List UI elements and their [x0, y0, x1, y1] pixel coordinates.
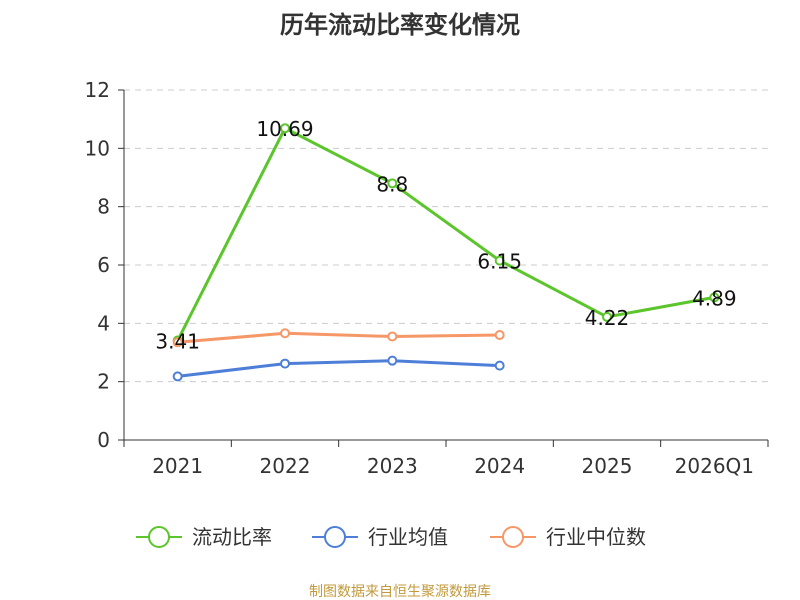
data-point — [709, 292, 720, 303]
legend-item[interactable]: 行业中位数 — [490, 525, 646, 549]
data-label: 4.22 — [585, 306, 630, 330]
data-label: 4.89 — [692, 286, 737, 310]
data-point — [494, 360, 505, 371]
legend-marker-swatch — [148, 526, 170, 548]
source-note: 制图数据来自恒生聚源数据库 — [309, 584, 491, 600]
x-tick-label: 2024 — [474, 454, 525, 478]
series-line — [177, 331, 500, 344]
data-point — [172, 337, 183, 348]
x-tick-label: 2025 — [582, 454, 633, 478]
y-tick-label: 10 — [85, 136, 110, 160]
data-point — [494, 330, 505, 340]
data-point — [387, 355, 398, 366]
data-point — [280, 123, 290, 134]
data-label: 6.15 — [477, 250, 522, 274]
legend-item[interactable]: 流动比率 — [136, 525, 272, 549]
legend: 流动比率 行业均值 行业中位数 — [136, 525, 646, 549]
x-tick-label: 2023 — [367, 454, 418, 478]
data-point — [387, 178, 398, 189]
data-labels: 3.41 10.69 8.8 6.15 4.22 4.89 — [155, 117, 736, 353]
series-line — [177, 359, 500, 378]
y-tick-label: 4 — [97, 311, 110, 335]
legend-label: 行业均值 — [368, 525, 448, 549]
legend-label: 行业中位数 — [546, 525, 646, 549]
data-point — [387, 331, 398, 342]
data-label: 3.41 — [155, 330, 200, 354]
axes: 0 2 4 6 8 10 12 2021 2022 2023 2024 2025 2026Q1 — [85, 78, 769, 478]
y-tick-label: 6 — [97, 253, 110, 277]
x-tick-label: 2026Q1 — [675, 454, 754, 478]
y-tick-label: 0 — [97, 428, 110, 452]
series-line — [176, 126, 715, 342]
legend-label: 流动比率 — [192, 525, 272, 549]
legend-item[interactable]: 行业均值 — [312, 525, 448, 549]
x-tick-label: 2022 — [260, 454, 311, 478]
series-layer — [172, 123, 720, 382]
y-tick-label: 2 — [97, 370, 110, 394]
data-point — [280, 358, 290, 369]
y-tick-label: 12 — [85, 78, 110, 102]
data-point — [494, 255, 505, 266]
data-point — [280, 328, 290, 339]
legend-marker-swatch — [324, 526, 346, 548]
grid-lines — [124, 89, 768, 383]
data-point — [172, 371, 183, 382]
data-label: 10.69 — [256, 117, 313, 141]
legend-marker-swatch — [502, 526, 524, 548]
data-label: 8.8 — [376, 172, 408, 196]
y-tick-label: 8 — [97, 195, 110, 219]
chart-title: 历年流动比率变化情况 — [280, 11, 520, 39]
data-point — [602, 311, 612, 322]
x-tick-label: 2021 — [152, 454, 203, 478]
